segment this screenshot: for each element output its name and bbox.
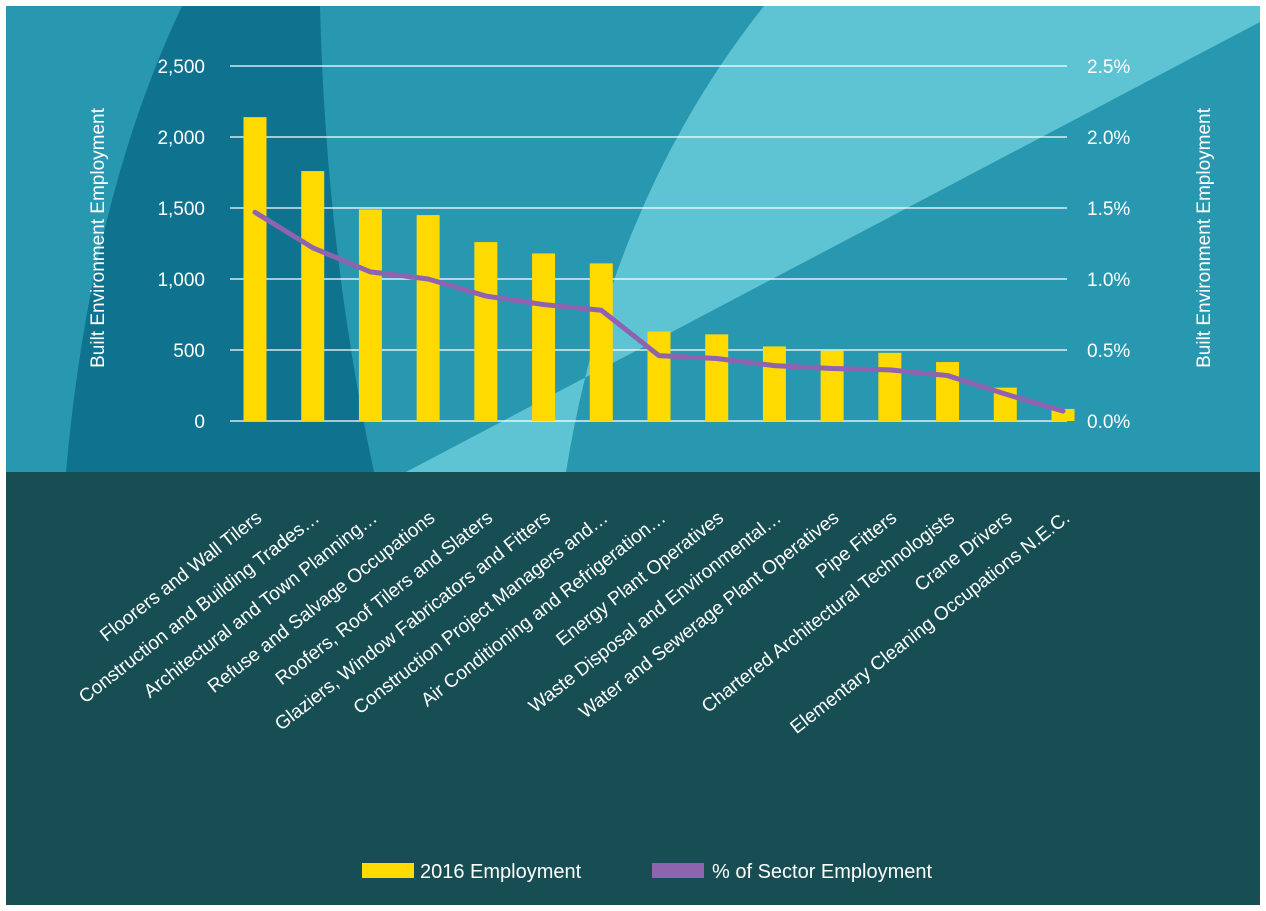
- bar: [589, 263, 613, 421]
- right-tick-label: 2.0%: [1087, 128, 1130, 149]
- right-tick-label: 0.5%: [1087, 341, 1130, 362]
- chart-background: [6, 6, 1260, 905]
- bar: [532, 253, 556, 421]
- bar: [936, 362, 960, 421]
- bar: [878, 352, 902, 421]
- right-tick-label: 0.0%: [1087, 412, 1130, 433]
- legend-item-bar: 2016 Employment: [362, 861, 582, 883]
- left-tick-label: 1,000: [157, 270, 205, 291]
- bar: [301, 171, 325, 421]
- right-tick-label: 1.5%: [1087, 199, 1130, 220]
- left-axis-title: Built Environment Employment: [88, 107, 109, 367]
- bar: [416, 215, 440, 421]
- legend-item-line: % of Sector Employment: [652, 861, 933, 883]
- bar: [705, 334, 729, 421]
- left-tick-label: 500: [173, 341, 205, 362]
- right-tick-label: 1.0%: [1087, 270, 1130, 291]
- dark-background-band: [66, 6, 374, 472]
- lower-background: [6, 472, 1260, 905]
- bar: [358, 209, 382, 421]
- bar: [820, 350, 844, 421]
- right-axis-ticks: 0.0% 0.5% 1.0% 1.5% 2.0% 2.5%: [1087, 57, 1130, 433]
- left-tick-label: 2,500: [157, 57, 205, 78]
- bar: [762, 346, 786, 421]
- bar: [243, 117, 267, 422]
- left-tick-label: 0: [194, 412, 205, 433]
- legend-label-bar: 2016 Employment: [420, 861, 582, 883]
- right-axis-title: Built Environment Employment: [1194, 107, 1215, 367]
- left-tick-label: 1,500: [157, 199, 205, 220]
- line-series: [252, 209, 1066, 414]
- bar: [474, 242, 498, 421]
- bar: [647, 331, 671, 421]
- left-axis-ticks: 0 500 1,000 1,500 2,000 2,500: [157, 57, 205, 433]
- legend: 2016 Employment % of Sector Employment: [362, 861, 933, 883]
- right-tick-label: 2.5%: [1087, 57, 1130, 78]
- legend-label-line: % of Sector Employment: [712, 861, 933, 883]
- light-background-band: [406, 6, 1260, 472]
- line-series-path: [252, 209, 1066, 414]
- legend-swatch-bar: [362, 863, 414, 878]
- legend-swatch-line: [652, 863, 704, 878]
- left-tick-label: 2,000: [157, 128, 205, 149]
